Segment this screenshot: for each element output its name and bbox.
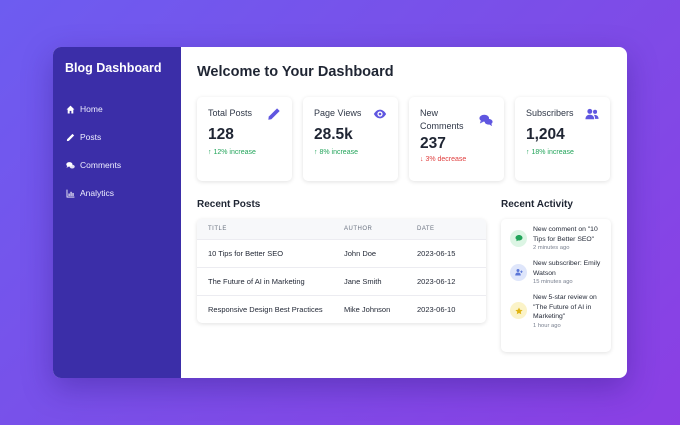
post-author-cell: John Doe	[344, 249, 377, 258]
chart-icon	[65, 188, 75, 198]
stat-card-value: 128	[208, 126, 234, 143]
star-icon	[510, 302, 527, 320]
table-row[interactable]: 10 Tips for Better SEO John Doe 2023-06-…	[197, 239, 486, 267]
post-author-cell: Jane Smith	[344, 277, 382, 286]
post-date-cell: 2023-06-15	[417, 249, 456, 258]
comments-icon	[65, 160, 75, 170]
pencil-icon	[65, 132, 75, 142]
brand-title: Blog Dashboard	[65, 61, 162, 75]
recent-posts-section: Recent Posts TITLE AUTHOR DATE 10 Tips f…	[197, 199, 486, 323]
comment-icon	[510, 229, 527, 247]
pencil-icon	[267, 107, 281, 121]
stat-card-trend: ↑ 18% increase	[526, 149, 599, 156]
eye-icon	[373, 107, 387, 121]
stat-card-trend-text: 3% decrease	[425, 156, 467, 163]
stat-card-trend: ↑ 8% increase	[314, 149, 387, 156]
activity-item[interactable]: New comment on "10 Tips for Better SEO" …	[510, 225, 603, 251]
activity-text: New subscriber: Emily Watson	[533, 260, 601, 277]
stat-card-trend: ↑ 12% increase	[208, 149, 281, 156]
post-title-cell: Responsive Design Best Practices	[208, 305, 323, 314]
stat-card-label: New Comments	[420, 108, 464, 131]
table-row[interactable]: Responsive Design Best Practices Mike Jo…	[197, 295, 486, 323]
sidebar-item-label: Posts	[80, 132, 102, 142]
stat-card-value: 237	[420, 135, 446, 152]
stat-card-trend-text: 8% increase	[319, 149, 358, 156]
sidebar-item-home[interactable]: Home	[65, 95, 181, 123]
sidebar-item-posts[interactable]: Posts	[65, 123, 181, 151]
dashboard-window: Blog Dashboard Home Posts Comments Analy…	[53, 47, 627, 378]
activity-text: New comment on "10 Tips for Better SEO"	[533, 226, 598, 243]
sidebar-item-label: Comments	[80, 160, 122, 170]
recent-activity-title: Recent Activity	[501, 199, 573, 210]
stat-card-new-comments[interactable]: New Comments 237 ↓ 3% decrease	[409, 97, 504, 181]
arrow-down-icon: ↓	[420, 156, 426, 163]
stat-card-value: 1,204	[526, 126, 565, 143]
page-title: Welcome to Your Dashboard	[197, 64, 394, 80]
column-header-title: TITLE	[208, 226, 227, 232]
main-content: Welcome to Your Dashboard Total Posts 12…	[181, 47, 627, 378]
stat-card-label: Subscribers	[526, 108, 574, 118]
column-header-author: AUTHOR	[344, 226, 373, 232]
recent-activity-section: Recent Activity New comment on "10 Tips …	[501, 199, 611, 352]
comments-icon	[479, 113, 493, 127]
stats-cards: Total Posts 128 ↑ 12% increase Page View…	[197, 97, 611, 181]
user-plus-icon	[510, 263, 527, 281]
arrow-up-icon: ↑	[314, 149, 320, 156]
post-title-cell: 10 Tips for Better SEO	[208, 249, 284, 258]
home-icon	[65, 104, 75, 114]
activity-text: New 5-star review on "The Future of AI i…	[533, 294, 597, 320]
table-header: TITLE AUTHOR DATE	[197, 219, 486, 239]
recent-posts-title: Recent Posts	[197, 199, 261, 210]
stat-card-page-views[interactable]: Page Views 28.5k ↑ 8% increase	[303, 97, 398, 181]
post-author-cell: Mike Johnson	[344, 305, 391, 314]
stat-card-trend-text: 18% increase	[531, 149, 574, 156]
arrow-up-icon: ↑	[526, 149, 532, 156]
sidebar-item-label: Home	[80, 104, 103, 114]
post-date-cell: 2023-06-10	[417, 305, 456, 314]
sidebar: Blog Dashboard Home Posts Comments Analy…	[53, 47, 181, 378]
stat-card-trend-text: 12% increase	[213, 149, 256, 156]
activity-item[interactable]: New 5-star review on "The Future of AI i…	[510, 293, 603, 329]
stat-card-value: 28.5k	[314, 126, 353, 143]
activity-item[interactable]: New subscriber: Emily Watson 15 minutes …	[510, 259, 603, 285]
users-icon	[585, 107, 599, 121]
post-date-cell: 2023-06-12	[417, 277, 456, 286]
stat-card-label: Page Views	[314, 108, 362, 118]
recent-activity-list: New comment on "10 Tips for Better SEO" …	[501, 219, 611, 352]
table-row[interactable]: The Future of AI in Marketing Jane Smith…	[197, 267, 486, 295]
activity-time: 2 minutes ago	[533, 245, 570, 251]
arrow-up-icon: ↑	[208, 149, 214, 156]
sidebar-item-label: Analytics	[80, 188, 115, 198]
stat-card-total-posts[interactable]: Total Posts 128 ↑ 12% increase	[197, 97, 292, 181]
sidebar-item-analytics[interactable]: Analytics	[65, 179, 181, 207]
post-title-cell: The Future of AI in Marketing	[208, 277, 305, 286]
stat-card-label: Total Posts	[208, 108, 253, 118]
activity-time: 15 minutes ago	[533, 279, 573, 285]
column-header-date: DATE	[417, 226, 435, 232]
sidebar-item-comments[interactable]: Comments	[65, 151, 181, 179]
stat-card-subscribers[interactable]: Subscribers 1,204 ↑ 18% increase	[515, 97, 610, 181]
recent-posts-table: TITLE AUTHOR DATE 10 Tips for Better SEO…	[197, 219, 486, 323]
activity-time: 1 hour ago	[533, 322, 561, 329]
stat-card-trend: ↓ 3% decrease	[420, 156, 493, 163]
